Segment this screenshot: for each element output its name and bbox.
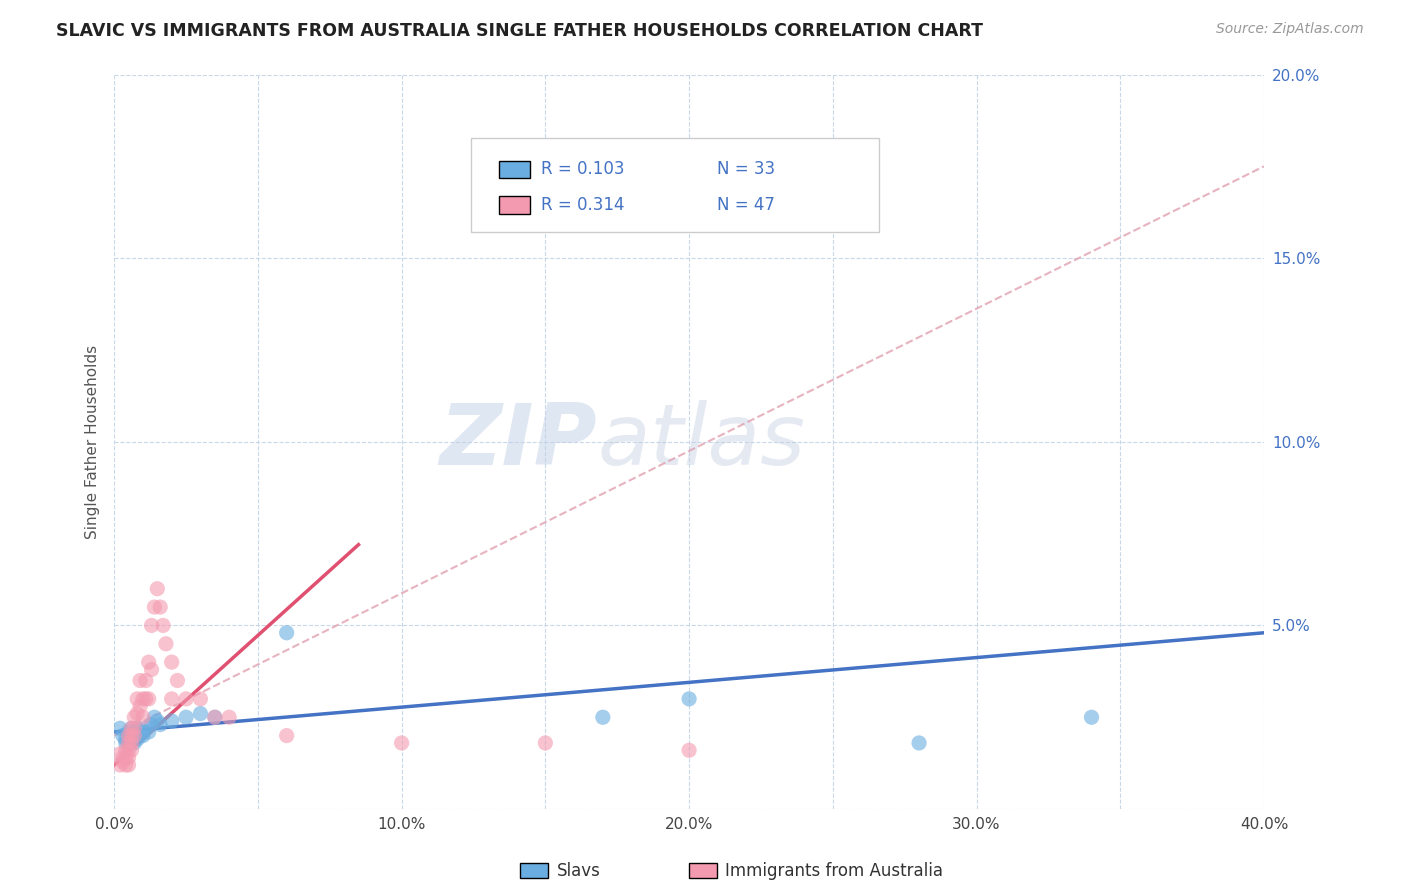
Point — [141, 663, 163, 677]
Point — [127, 721, 149, 735]
Point — [117, 729, 139, 743]
Point — [138, 692, 160, 706]
Point — [141, 717, 163, 731]
Text: ZIP: ZIP — [440, 401, 598, 483]
Point — [117, 729, 139, 743]
Point — [155, 637, 177, 651]
Point — [120, 736, 142, 750]
Point — [114, 732, 136, 747]
Point — [114, 743, 136, 757]
Point — [124, 736, 146, 750]
Point — [129, 699, 152, 714]
Point — [149, 717, 172, 731]
Y-axis label: Single Father Households: Single Father Households — [86, 344, 100, 539]
Point — [190, 706, 212, 721]
Point — [391, 736, 413, 750]
Point — [218, 710, 240, 724]
Point — [111, 729, 134, 743]
Point — [132, 710, 155, 724]
Point — [108, 758, 131, 772]
Point — [135, 692, 157, 706]
Point — [114, 750, 136, 764]
Point — [120, 721, 142, 735]
Point — [149, 600, 172, 615]
Text: R = 0.103: R = 0.103 — [541, 161, 624, 178]
Point — [174, 692, 197, 706]
Point — [111, 750, 134, 764]
Point — [276, 729, 298, 743]
Point — [117, 758, 139, 772]
Point — [124, 725, 146, 739]
Point — [117, 750, 139, 764]
Point — [114, 758, 136, 772]
Point — [129, 729, 152, 743]
Point — [108, 747, 131, 761]
Point — [129, 673, 152, 688]
Point — [108, 721, 131, 735]
Point — [152, 618, 174, 632]
Point — [204, 710, 226, 724]
Text: N = 47: N = 47 — [717, 196, 775, 214]
Text: R = 0.314: R = 0.314 — [541, 196, 624, 214]
Point — [120, 732, 142, 747]
Text: Immigrants from Australia: Immigrants from Australia — [725, 862, 943, 880]
Point — [132, 729, 155, 743]
Point — [908, 736, 931, 750]
Point — [160, 692, 183, 706]
Point — [117, 743, 139, 757]
Point — [120, 729, 142, 743]
Point — [141, 618, 163, 632]
Point — [143, 710, 166, 724]
Point — [135, 673, 157, 688]
Point — [146, 582, 169, 596]
Point — [124, 721, 146, 735]
Point — [132, 725, 155, 739]
Point — [127, 692, 149, 706]
Text: N = 33: N = 33 — [717, 161, 775, 178]
Text: Slavs: Slavs — [557, 862, 600, 880]
Point — [120, 743, 142, 757]
Point — [127, 732, 149, 747]
Point — [138, 725, 160, 739]
Point — [117, 736, 139, 750]
Point — [127, 706, 149, 721]
Text: SLAVIC VS IMMIGRANTS FROM AUSTRALIA SINGLE FATHER HOUSEHOLDS CORRELATION CHART: SLAVIC VS IMMIGRANTS FROM AUSTRALIA SING… — [56, 22, 983, 40]
Point — [190, 692, 212, 706]
Point — [120, 721, 142, 735]
Point — [534, 736, 557, 750]
Point — [120, 729, 142, 743]
Point — [124, 710, 146, 724]
Text: Source: ZipAtlas.com: Source: ZipAtlas.com — [1216, 22, 1364, 37]
Point — [124, 729, 146, 743]
Point — [143, 600, 166, 615]
Point — [276, 625, 298, 640]
Point — [138, 655, 160, 669]
Point — [117, 736, 139, 750]
Point — [135, 721, 157, 735]
Point — [678, 743, 700, 757]
Point — [111, 754, 134, 768]
Point — [124, 729, 146, 743]
Point — [166, 673, 188, 688]
Point — [592, 710, 614, 724]
Point — [146, 714, 169, 728]
Point — [160, 655, 183, 669]
Point — [132, 692, 155, 706]
Point — [678, 692, 700, 706]
Text: atlas: atlas — [598, 401, 806, 483]
Point — [117, 725, 139, 739]
Point — [204, 710, 226, 724]
Point — [160, 714, 183, 728]
Point — [174, 710, 197, 724]
Point — [1080, 710, 1102, 724]
Point — [114, 736, 136, 750]
